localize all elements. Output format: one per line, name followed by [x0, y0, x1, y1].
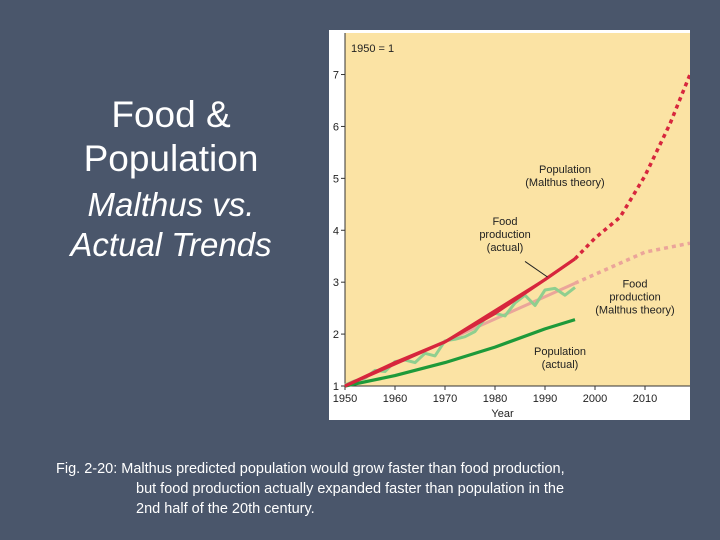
caption-line-2: but food production actually expanded fa… [136, 481, 565, 497]
chart-panel: 1 2 3 4 5 6 7 1950 1960 1970 1980 1990 2000 2010 Year 1… [329, 30, 690, 420]
y-tick-label: 4 [333, 225, 339, 237]
series-line-food-production-actual-annual [344, 286, 576, 387]
series-line-population-actual [344, 318, 576, 388]
annotation-label: Food [622, 278, 647, 290]
x-axis-label: Year [491, 408, 514, 420]
annotation-label: Food [492, 216, 517, 228]
y-tick-label: 2 [333, 329, 339, 341]
y-tick-label: 6 [333, 121, 339, 133]
x-tick-label: 2010 [633, 393, 657, 405]
series-line-population-malthus-theory [344, 257, 576, 388]
x-tick-label: 1950 [333, 393, 357, 405]
annotation-label: production [479, 229, 530, 241]
x-tick-label: 1990 [533, 393, 557, 405]
annotation-label: (Malthus theory) [595, 304, 674, 316]
series-projection-population-malthus-theory [573, 73, 690, 261]
annotation-leader [524, 261, 548, 278]
annotation-label: (actual) [487, 242, 524, 254]
caption-line-3: 2nd half of the 20th century. [136, 501, 315, 517]
annotation-label: (actual) [542, 359, 579, 371]
slide-subtitle: Malthus vs. Actual Trends [70, 186, 272, 263]
y-tick-label: 1 [333, 381, 339, 393]
annotation-label: Population [539, 164, 591, 176]
index-label: 1950 = 1 [351, 43, 394, 55]
x-tick-label: 2000 [583, 393, 607, 405]
y-tick-label: 3 [333, 277, 339, 289]
x-tick-label: 1960 [383, 393, 407, 405]
x-tick-label: 1980 [483, 393, 507, 405]
y-tick-label: 7 [333, 70, 339, 82]
annotation-label: Population [534, 346, 586, 358]
caption-line-1: Fig. 2-20: Malthus predicted population … [56, 461, 565, 477]
series-projection-food-production-malthus-theory [574, 241, 690, 285]
figure-caption: Fig. 2-20: Malthus predicted population … [56, 459, 656, 519]
x-tick-label: 1970 [433, 393, 457, 405]
annotation-label: (Malthus theory) [525, 177, 604, 189]
population-food-chart: 1 2 3 4 5 6 7 1950 1960 1970 1980 1990 2000 2010 Year 1… [333, 33, 690, 420]
annotation-label: production [609, 291, 660, 303]
slide-title: Food & Population [83, 94, 259, 179]
y-tick-label: 5 [333, 173, 339, 185]
plot-area [345, 33, 690, 386]
